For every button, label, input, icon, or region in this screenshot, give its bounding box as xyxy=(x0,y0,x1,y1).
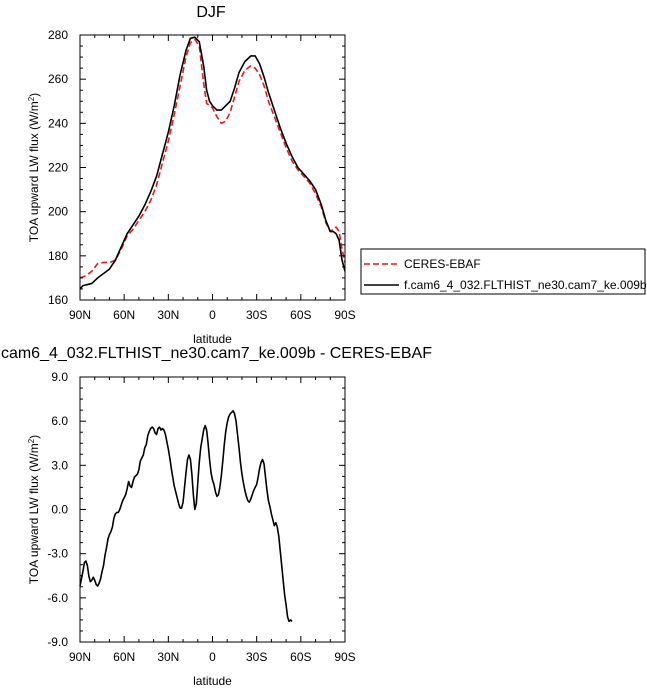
top-y-tick-label: 180 xyxy=(48,249,68,263)
top-x-tick-label: 30S xyxy=(246,308,267,322)
top-x-tick-label: 60N xyxy=(113,308,135,322)
bottom-series-line-difference xyxy=(79,410,293,623)
top-plot-frame xyxy=(79,34,346,301)
bottom-y-axis-label: TOA upward LW flux (W/m2) xyxy=(27,435,41,584)
top-chart-title: DJF xyxy=(196,4,226,21)
bottom-y-tick-label: 9.0 xyxy=(51,370,68,384)
top-y-tick-label: 200 xyxy=(48,205,68,219)
bottom-y-axis-label-close: ) xyxy=(27,435,41,439)
top-plot-area xyxy=(79,36,346,290)
top-y-tick-label: 240 xyxy=(48,116,68,130)
bottom-x-tick-label: 60S xyxy=(290,650,311,664)
top-y-axis-label-sup: 2 xyxy=(27,96,36,101)
bottom-x-tick-label: 0 xyxy=(209,650,216,664)
top-x-tick-label: 30N xyxy=(157,308,179,322)
legend-box xyxy=(360,248,646,295)
legend-model-label: f.cam6_4_032.FLTHIST_ne30.cam7_ke.009b xyxy=(404,278,647,292)
bottom-y-axis-label-main: TOA upward LW flux (W/m xyxy=(27,443,41,584)
bottom-axis-ticks: 90N 60N 30N 0 30S 60S 90S -9.0 -6.0 -3.0 0.0 3.0 6.0… xyxy=(47,370,355,664)
bottom-x-tick-label: 30N xyxy=(157,650,179,664)
bottom-y-tick-label: -3.0 xyxy=(47,547,68,561)
top-y-axis-label-main: TOA upward LW flux (W/m xyxy=(27,101,41,242)
bottom-y-axis-label-sup: 2 xyxy=(27,438,36,443)
bottom-y-tick-label: 6.0 xyxy=(51,414,68,428)
bottom-chart-title: f.cam6_4_032.FLTHIST_ne30.cam7_ke.009b -… xyxy=(0,345,432,362)
bottom-x-tick-label: 30S xyxy=(246,650,267,664)
top-axis-ticks: 90N 60N 30N 0 30S 60S 90S 160 180 200 220 240 260 280 xyxy=(48,28,356,322)
top-y-axis-label-close: ) xyxy=(27,93,41,97)
top-x-tick-label: 0 xyxy=(209,308,216,322)
top-x-tick-label: 90S xyxy=(334,308,355,322)
bottom-y-tick-label: -9.0 xyxy=(47,635,68,649)
top-y-axis-label: TOA upward LW flux (W/m2) xyxy=(27,93,41,242)
top-series-line-f-cam6-4-032-flthist-ne30-cam7-ke-009b xyxy=(79,36,346,290)
top-y-tick-label: 260 xyxy=(48,72,68,86)
bottom-plot-area xyxy=(79,410,293,623)
bottom-x-tick-label: 90N xyxy=(69,650,91,664)
top-x-tick-label: 60S xyxy=(290,308,311,322)
top-x-axis-label: latitude xyxy=(193,332,232,346)
legend: CERES-EBAF f.cam6_4_032.FLTHIST_ne30.cam… xyxy=(360,248,647,295)
bottom-x-tick-label: 90S xyxy=(334,650,355,664)
top-series-line-ceres-ebaf xyxy=(79,38,346,279)
top-y-tick-label: 220 xyxy=(48,161,68,175)
bottom-x-axis-label: latitude xyxy=(193,674,232,688)
top-y-tick-label: 280 xyxy=(48,28,68,42)
bottom-x-tick-label: 60N xyxy=(113,650,135,664)
bottom-y-tick-label: -6.0 xyxy=(47,591,68,605)
top-y-tick-label: 160 xyxy=(48,293,68,307)
bottom-y-tick-label: 3.0 xyxy=(51,458,68,472)
top-chart: DJF 90N 60N 30N 0 30S 60S 90S 160 180 200 220 240 26… xyxy=(27,4,647,346)
bottom-y-tick-label: 0.0 xyxy=(51,503,68,517)
top-x-tick-label: 90N xyxy=(69,308,91,322)
bottom-chart: f.cam6_4_032.FLTHIST_ne30.cam7_ke.009b -… xyxy=(0,345,432,688)
legend-ceres-label: CERES-EBAF xyxy=(404,257,481,271)
